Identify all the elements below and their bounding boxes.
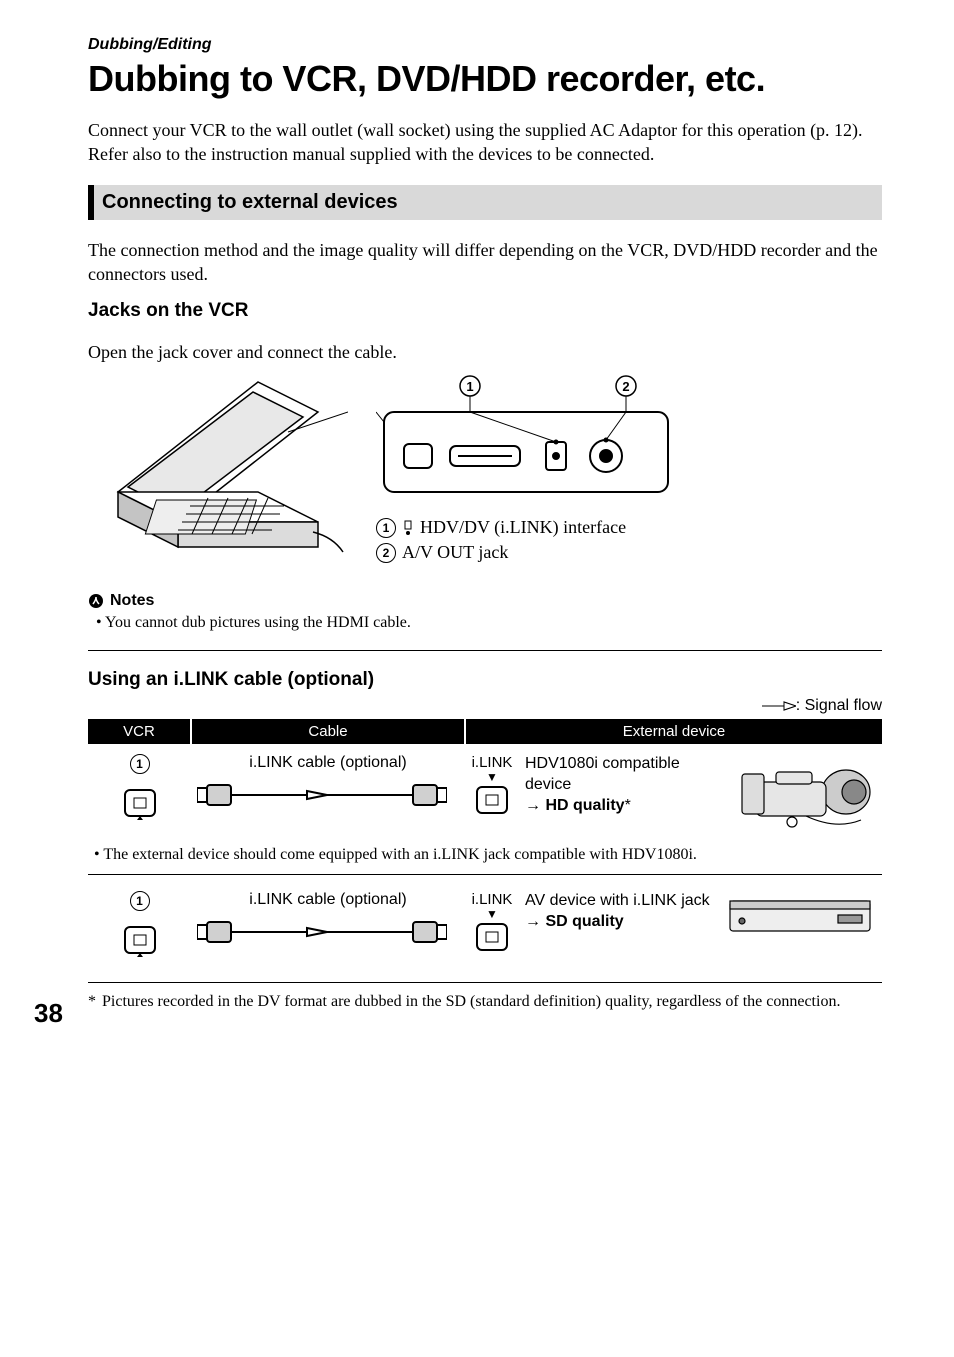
signal-flow-text: : Signal flow bbox=[796, 697, 882, 714]
signal-flow-legend: : Signal flow bbox=[88, 697, 882, 715]
ilink-jack-icon bbox=[471, 783, 513, 823]
note-icon bbox=[88, 593, 104, 609]
ilink-port-label: i.LINK bbox=[471, 891, 513, 908]
vcr-jack-num: 1 bbox=[130, 891, 150, 911]
arrow-down-icon: ▼ bbox=[471, 908, 513, 920]
page-number: 38 bbox=[34, 998, 63, 1029]
ilink-jack-icon bbox=[471, 920, 513, 960]
ilink-jack-icon bbox=[119, 784, 161, 824]
notes-list: You cannot dub pictures using the HDMI c… bbox=[88, 614, 882, 632]
divider bbox=[88, 982, 882, 983]
notes-label: Notes bbox=[110, 592, 154, 610]
page-title: Dubbing to VCR, DVD/HDD recorder, etc. bbox=[88, 58, 882, 100]
notes-heading: Notes bbox=[88, 592, 882, 610]
device-desc: AV device with i.LINK jack bbox=[525, 891, 714, 912]
footnote-star: * bbox=[88, 993, 102, 1011]
svg-text:1: 1 bbox=[466, 379, 473, 394]
device-quality: → HD quality* bbox=[525, 796, 724, 817]
section-heading-bar: Connecting to external devices bbox=[88, 185, 882, 220]
th-ext: External device bbox=[465, 719, 882, 744]
divider bbox=[88, 650, 882, 651]
breadcrumb: Dubbing/Editing bbox=[88, 36, 882, 54]
arrow-down-icon: ▼ bbox=[471, 771, 513, 783]
ilink-icon bbox=[402, 519, 414, 537]
jack-legend: 1 HDV/DV (i.LINK) interface 2 A/V OUT ja… bbox=[376, 517, 676, 563]
ilink-cable-icon bbox=[197, 917, 447, 947]
footnote-text: Pictures recorded in the DV format are d… bbox=[102, 993, 840, 1011]
table-row: 1 i.LINK cable (optional) bbox=[88, 744, 882, 844]
cable-label: i.LINK cable (optional) bbox=[197, 891, 459, 909]
row1-footnote: The external device should come equipped… bbox=[94, 846, 876, 864]
ilink-port-label: i.LINK bbox=[471, 754, 513, 771]
connection-desc: The connection method and the image qual… bbox=[88, 238, 882, 287]
camcorder-icon bbox=[736, 754, 876, 834]
cable-label: i.LINK cable (optional) bbox=[197, 754, 459, 772]
ilink-heading: Using an i.LINK cable (optional) bbox=[88, 669, 882, 691]
jacks-diagram-area: 1 2 1 HDV/DV (i.LINK) interface bbox=[88, 372, 882, 582]
jack-panel-illustration: 1 2 bbox=[376, 372, 676, 502]
jacks-text: Open the jack cover and connect the cabl… bbox=[88, 340, 882, 364]
ilink-cable-icon bbox=[197, 780, 447, 810]
jacks-heading: Jacks on the VCR bbox=[88, 300, 882, 322]
vcr-open-illustration bbox=[88, 372, 348, 582]
legend-num-2: 2 bbox=[376, 543, 396, 563]
connection-table: VCR Cable External device 1 i.LINK cable… bbox=[88, 719, 882, 976]
device-desc: HDV1080i compatible device bbox=[525, 754, 724, 796]
svg-text:2: 2 bbox=[622, 379, 629, 394]
th-vcr: VCR bbox=[88, 719, 191, 744]
av-device-icon bbox=[726, 891, 876, 941]
signal-flow-icon bbox=[762, 700, 796, 712]
legend-num-1: 1 bbox=[376, 518, 396, 538]
table-row: 1 i.LINK cable (optional) bbox=[88, 875, 882, 977]
ilink-jack-icon bbox=[119, 921, 161, 961]
notes-item: You cannot dub pictures using the HDMI c… bbox=[96, 614, 882, 632]
vcr-jack-num: 1 bbox=[130, 754, 150, 774]
legend-text-1: HDV/DV (i.LINK) interface bbox=[420, 517, 626, 538]
device-quality: → SD quality bbox=[525, 912, 714, 933]
footnote: * Pictures recorded in the DV format are… bbox=[88, 993, 882, 1011]
legend-text-2: A/V OUT jack bbox=[402, 542, 508, 563]
intro-paragraph: Connect your VCR to the wall outlet (wal… bbox=[88, 118, 882, 167]
th-cable: Cable bbox=[191, 719, 465, 744]
